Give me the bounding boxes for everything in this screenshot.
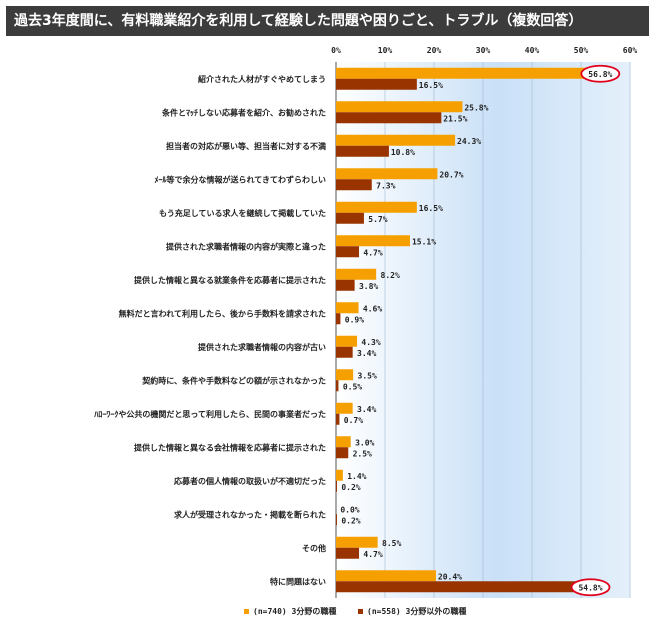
bar-series-2 (336, 514, 337, 526)
data-label: 54.8% (578, 583, 602, 592)
x-tick-label: 10% (378, 46, 393, 55)
category-label: 提供された求職者情報の内容が実際と違った (166, 241, 326, 251)
data-label: 4.3% (361, 338, 380, 347)
bar-series-1 (336, 235, 410, 247)
data-label: 0.0% (340, 505, 359, 514)
data-label: 4.6% (363, 304, 382, 313)
data-label: 1.4% (347, 472, 366, 481)
x-tick-label: 60% (623, 46, 638, 55)
bar-series-2 (336, 112, 442, 124)
data-label: 15.1% (412, 237, 436, 246)
bar-series-2 (336, 78, 417, 90)
bar-series-1 (336, 302, 359, 314)
category-label: 応募者の個人情報の取扱いが不適切だった (174, 476, 326, 486)
category-label: ﾒｰﾙ等で余分な情報が送られてきてわずらわしい (154, 174, 326, 184)
data-label: 16.5% (419, 204, 443, 213)
chart-title: 過去3年度間に、有料職業紹介を利用して経験した問題や困りごと、トラブル（複数回答… (6, 6, 649, 36)
data-label: 8.2% (381, 271, 400, 280)
category-label: ﾊﾛｰﾜｰｸや公共の機関だと思って利用したら、民間の事業者だった (93, 409, 326, 419)
data-label: 7.3% (376, 181, 395, 190)
data-label: 8.5% (382, 539, 401, 548)
bar-series-1 (336, 268, 377, 280)
category-label: その他 (302, 543, 326, 553)
data-label: 0.5% (343, 382, 362, 391)
bar-series-1 (336, 101, 463, 113)
category-label: もう充足している求人を継続して掲載していた (159, 208, 326, 218)
legend-swatch (358, 609, 363, 614)
bar-series-2 (336, 581, 605, 593)
category-label: 条件とﾏｯﾁしない応募者を紹介、お勧めされた (161, 107, 326, 117)
data-label: 0.7% (344, 416, 363, 425)
data-label: 2.5% (353, 449, 372, 458)
data-label: 3.0% (355, 438, 374, 447)
category-label: 提供された求職者情報の内容が古い (198, 342, 326, 352)
data-label: 5.7% (368, 215, 387, 224)
bar-series-1 (336, 369, 354, 381)
x-tick-label: 0% (331, 46, 341, 55)
data-label: 3.4% (357, 405, 376, 414)
bar-series-1 (336, 67, 615, 79)
data-label: 4.7% (363, 550, 382, 559)
data-label: 25.8% (464, 103, 488, 112)
category-label: 契約時に、条件や手数料などの額が示されなかった (141, 375, 326, 385)
bar-series-1 (336, 168, 438, 180)
legend-swatch (244, 609, 249, 614)
bar-series-1 (336, 134, 456, 146)
x-tick-label: 30% (476, 46, 491, 55)
data-label: 0.9% (345, 315, 364, 324)
bar-series-2 (336, 212, 364, 224)
bar-series-1 (336, 536, 378, 548)
data-label: 3.5% (358, 371, 377, 380)
category-label: 紹介された人材がすぐやめてしまう (198, 74, 326, 84)
data-label: 4.7% (363, 248, 382, 257)
bar-series-2 (336, 246, 360, 258)
highlight-circle (580, 64, 621, 83)
data-label: 0.2% (341, 483, 360, 492)
legend-label: (n=558) 3分野以外の職種 (367, 606, 466, 616)
bar-series-2 (336, 279, 355, 291)
bar-series-2 (336, 480, 337, 492)
data-label: 56.8% (588, 70, 612, 79)
bar-series-1 (336, 201, 417, 213)
data-label: 0.2% (341, 516, 360, 525)
category-label: 提供した情報と異なる会社情報を応募者に提示された (134, 442, 326, 452)
bar-series-1 (336, 402, 353, 414)
category-label: 提供した情報と異なる就業条件を応募者に提示された (134, 275, 326, 285)
data-label: 24.3% (457, 137, 481, 146)
data-label: 21.5% (443, 114, 467, 123)
bar-series-2 (336, 380, 339, 392)
legend-label: (n=740) 3分野の職種 (253, 606, 336, 616)
data-label: 3.8% (359, 282, 378, 291)
category-label: 求人が受理されなかった・掲載を断られた (174, 509, 326, 519)
bar-series-2 (336, 447, 349, 459)
category-label: 担当者の対応が悪い等、担当者に対する不満 (166, 141, 326, 151)
x-tick-label: 40% (525, 46, 540, 55)
data-label: 10.8% (391, 148, 415, 157)
bar-series-1 (336, 335, 358, 347)
bar-series-1 (336, 570, 436, 582)
data-label: 20.7% (439, 170, 463, 179)
bar-series-2 (336, 179, 372, 191)
data-label: 3.4% (357, 349, 376, 358)
x-tick-label: 50% (574, 46, 589, 55)
x-tick-label: 20% (427, 46, 442, 55)
bar-series-1 (336, 469, 343, 481)
bar-series-2 (336, 145, 389, 157)
data-label: 16.5% (419, 81, 443, 90)
data-label: 20.4% (438, 572, 462, 581)
bar-series-2 (336, 547, 360, 559)
highlight-circle (570, 578, 611, 597)
category-label: 特に問題はない (270, 576, 326, 586)
bar-series-2 (336, 413, 340, 425)
bar-series-2 (336, 313, 341, 325)
category-label: 無料だと言われて利用したら、後から手数料を請求された (119, 308, 326, 318)
bar-series-2 (336, 346, 353, 358)
bar-series-1 (336, 436, 351, 448)
